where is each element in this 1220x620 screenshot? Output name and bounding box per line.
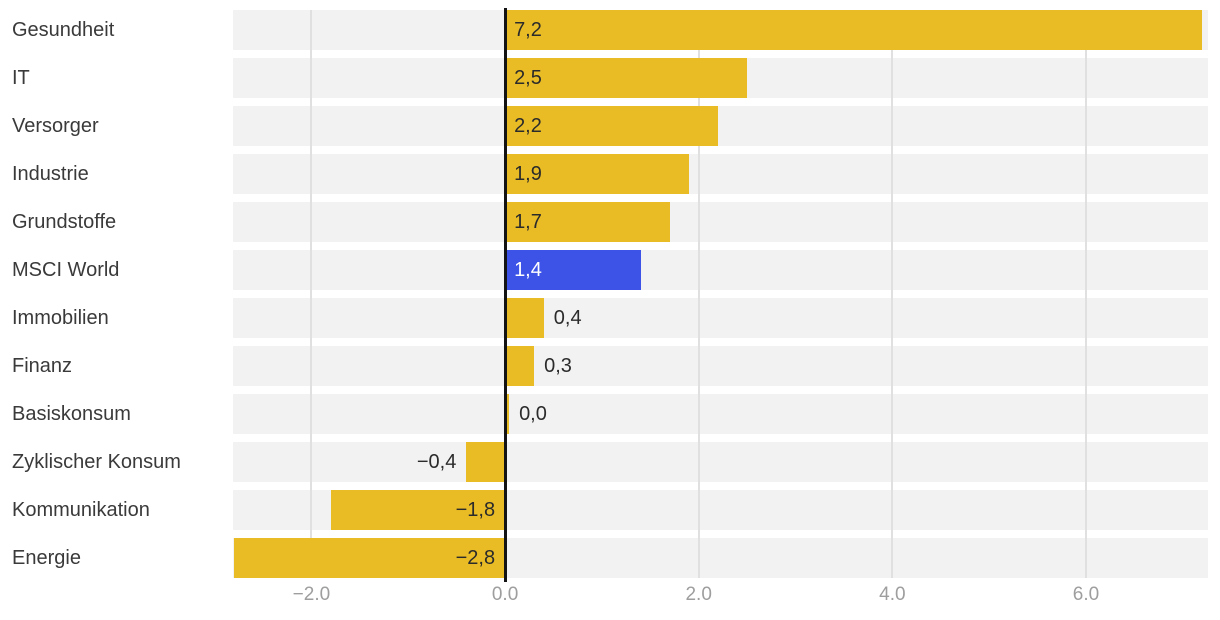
category-label: Energie <box>12 547 81 569</box>
x-tick-label: 4.0 <box>879 584 906 605</box>
bar <box>505 394 510 434</box>
value-label: 1,9 <box>514 163 542 185</box>
bar <box>330 490 506 530</box>
category-label: MSCI World <box>12 259 120 281</box>
gridline <box>1085 10 1087 578</box>
category-label: Basiskonsum <box>12 403 131 425</box>
gridline <box>891 10 894 578</box>
category-label: Finanz <box>12 355 73 377</box>
category-label: Industrie <box>12 163 89 185</box>
bar-highlight <box>505 250 641 290</box>
row-background <box>233 250 1208 290</box>
bar <box>466 442 506 482</box>
x-tick-label: 2.0 <box>685 584 712 605</box>
x-tick-label: −2.0 <box>292 584 331 605</box>
category-label: IT <box>12 67 30 89</box>
row-background <box>233 394 1208 434</box>
value-label: 0,4 <box>553 307 582 329</box>
bar <box>505 346 535 386</box>
row-background <box>233 346 1208 386</box>
value-label: 0,0 <box>519 403 547 425</box>
bar <box>505 10 1203 50</box>
plot-area: 7,2 2,5 2,2 1,9 1,7 1,4 0,4 0,3 0,0 −0,4 −1,8 −2,8 <box>233 8 1208 582</box>
bar <box>505 58 748 98</box>
x-tick-label: 0.0 <box>491 584 519 605</box>
category-label: Grundstoffe <box>12 211 117 233</box>
row-background <box>233 298 1208 338</box>
row-background <box>233 442 1208 482</box>
zero-axis-line <box>503 8 507 582</box>
value-label: −0,4 <box>416 451 457 473</box>
value-label: 1,7 <box>514 211 542 233</box>
value-label: 1,4 <box>514 259 542 281</box>
value-label: 0,3 <box>544 355 572 377</box>
row-background <box>233 202 1208 242</box>
value-label: 7,2 <box>514 19 542 41</box>
gridline <box>697 10 700 578</box>
bar <box>505 106 719 146</box>
row-background <box>233 106 1208 146</box>
category-label: Kommunikation <box>12 499 150 521</box>
value-label: −2,8 <box>455 547 496 569</box>
x-tick-label: 6.0 <box>1072 584 1100 605</box>
category-label: Gesundheit <box>12 19 115 41</box>
value-label: 2,5 <box>514 67 542 89</box>
bar <box>505 298 544 338</box>
bar <box>505 154 690 194</box>
category-label: Zyklischer Konsum <box>12 451 181 473</box>
gridline <box>310 10 313 578</box>
row-background <box>233 154 1208 194</box>
value-label: 2,2 <box>514 115 542 137</box>
bar <box>505 202 670 242</box>
category-label: Versorger <box>12 115 99 137</box>
category-label: Immobilien <box>12 307 109 329</box>
bar <box>233 538 506 578</box>
value-label: −1,8 <box>455 499 496 521</box>
